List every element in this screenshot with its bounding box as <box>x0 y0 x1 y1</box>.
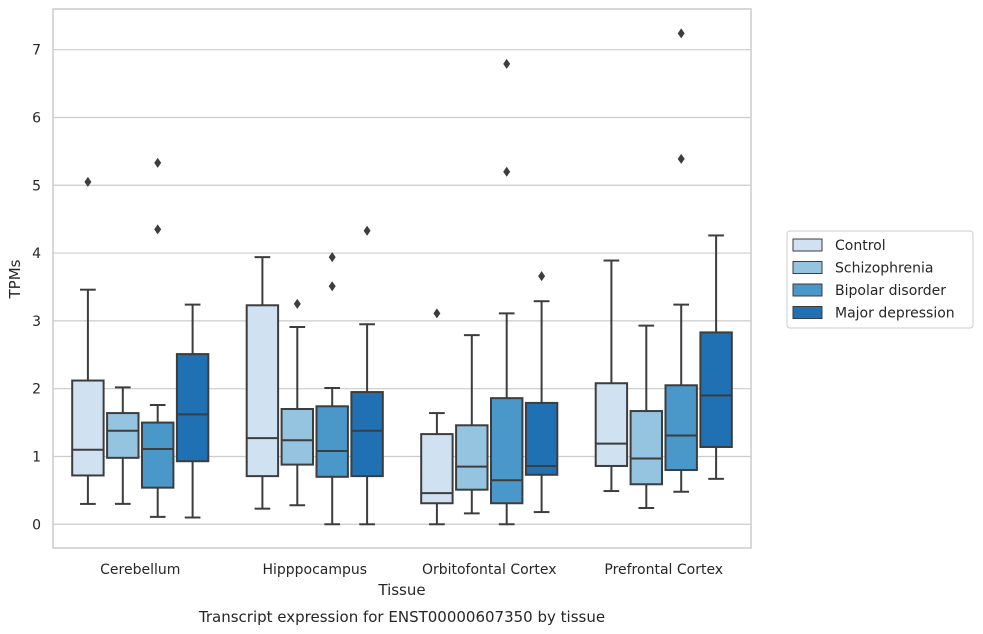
box-control <box>245 256 280 510</box>
box-major-depression <box>175 303 210 519</box>
y-tick-label: 2 <box>32 382 41 398</box>
outlier-point <box>154 157 162 168</box>
outlier-point <box>503 58 511 69</box>
box-bipolar-disorder <box>140 157 175 518</box>
y-tick-label: 0 <box>32 517 41 533</box>
legend-label: Control <box>835 238 886 254</box>
y-axis-label: TPMs <box>6 259 24 299</box>
box-body <box>629 410 664 486</box>
plot-frame <box>52 8 752 549</box>
box-body <box>71 379 105 477</box>
box-bipolar-disorder <box>489 58 524 526</box>
outlier-point <box>503 166 511 177</box>
box-control <box>71 176 105 505</box>
box-body <box>175 353 210 463</box>
y-tick-label: 6 <box>32 110 41 126</box>
figure-caption: Transcript expression for ENST0000060735… <box>198 608 605 626</box>
box-control <box>594 259 629 493</box>
x-axis-label: Tissue <box>377 581 425 599</box>
box-body <box>140 421 175 489</box>
outlier-point <box>363 225 371 236</box>
box-schizophrenia <box>629 324 664 509</box>
box-schizophrenia <box>106 386 140 505</box>
box-bipolar-disorder <box>664 28 698 493</box>
box-schizophrenia <box>455 334 489 515</box>
outlier-point <box>538 271 546 282</box>
y-tick-label: 3 <box>32 314 41 330</box>
y-tick-labels: 0 1 2 3 4 5 6 7 <box>32 43 41 534</box>
outlier-point <box>293 298 301 309</box>
y-tick-label: 4 <box>32 246 41 262</box>
legend-swatch <box>792 238 823 252</box>
legend: Control Schizophrenia Bipolar disorder Majo… <box>786 230 974 329</box>
x-tick-labels: Cerebellum Hipppocampus Orbitofontal Corte… <box>100 562 723 578</box>
box-body <box>106 412 140 459</box>
legend-label: Schizophrenia <box>835 261 933 277</box>
box-major-depression <box>524 271 559 514</box>
x-tick-label: Prefrontal Cortex <box>604 562 723 578</box>
y-tick-label: 7 <box>32 43 41 59</box>
box-plots <box>71 28 733 526</box>
outlier-point <box>328 281 336 292</box>
box-body <box>455 424 489 491</box>
legend-frame <box>786 230 974 329</box>
box-body <box>245 304 280 478</box>
box-major-depression <box>699 234 733 480</box>
legend-swatch <box>792 306 823 319</box>
legend-swatch <box>792 261 823 274</box>
box-body <box>699 331 733 448</box>
x-tick-label: Cerebellum <box>100 562 180 578</box>
x-tick-label: Orbitofontal Cortex <box>422 562 557 578</box>
legend-swatch <box>792 283 823 297</box>
outlier-point <box>328 252 336 263</box>
box-control <box>420 308 454 526</box>
y-tick-label: 5 <box>32 178 41 194</box>
box-bipolar-disorder <box>315 252 349 526</box>
box-schizophrenia <box>280 298 315 507</box>
box-body <box>315 405 349 478</box>
box-major-depression <box>350 225 384 526</box>
outlier-point <box>677 28 685 39</box>
legend-label: Major depression <box>835 306 955 322</box>
x-tick-label: Hipppocampus <box>262 562 367 578</box>
box-body <box>524 401 559 476</box>
outlier-point <box>433 308 441 319</box>
box-body <box>664 384 698 472</box>
outlier-point <box>84 176 92 187</box>
box-body <box>280 408 315 466</box>
box-body <box>350 391 384 478</box>
outlier-point <box>154 224 162 235</box>
outlier-point <box>677 153 685 164</box>
legend-label: Bipolar disorder <box>835 283 946 299</box>
legend-items: Control Schizophrenia Bipolar disorder Majo… <box>792 238 955 322</box>
y-tick-label: 1 <box>32 449 41 465</box>
box-body <box>489 397 524 505</box>
box-body <box>420 433 454 505</box>
box-body <box>594 382 629 467</box>
